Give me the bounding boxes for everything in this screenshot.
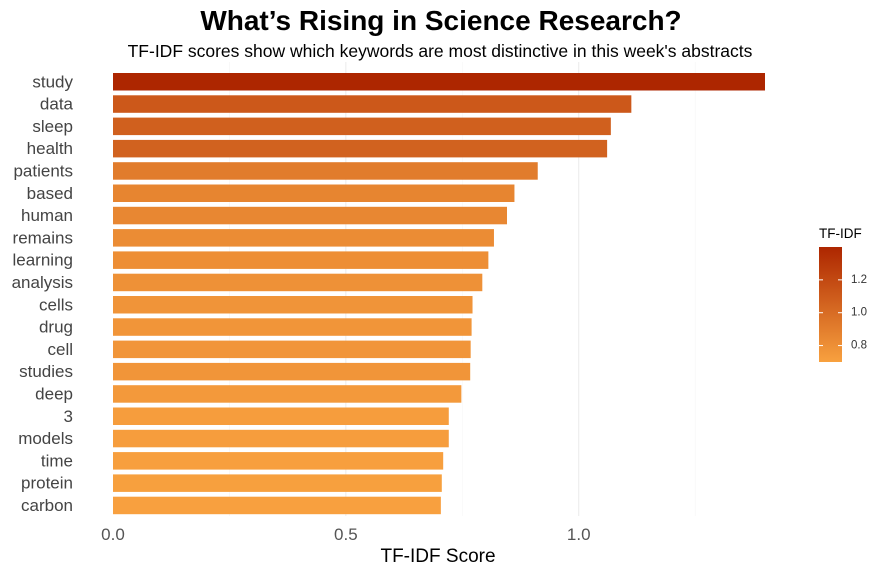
x-axis-title: TF-IDF Score [380,546,495,567]
bar-remains [113,229,494,247]
bar-3 [113,407,449,425]
category-label: carbon [21,496,73,515]
x-axis-ticks: 0.0 0.5 1.0 [101,525,590,544]
category-label: learning [13,251,74,270]
legend-tick-label: 1.0 [851,307,867,319]
category-label: deep [35,384,73,403]
bar-patients [113,162,538,180]
bar-analysis [113,273,483,292]
category-label: analysis [12,273,73,292]
category-label: study [32,72,73,91]
legend-tick-label: 1.2 [851,274,867,286]
bar-based [113,184,515,202]
category-label: models [18,429,73,448]
category-label: human [21,206,73,225]
category-label: cells [39,295,73,314]
category-labels: study data sleep health patients based human re… [12,72,74,515]
category-label: patients [13,161,73,180]
bar-studies [113,362,471,381]
legend-colorbar [819,247,842,362]
bar-protein [113,474,442,492]
category-label: health [27,139,73,158]
category-label: sleep [32,117,73,136]
category-label: time [41,451,73,470]
x-tick-label: 0.0 [101,525,125,544]
bar-drug [113,318,472,336]
category-label: studies [19,362,73,381]
category-label: drug [39,318,73,337]
bars [113,73,765,515]
bar-data [113,95,632,113]
category-label: protein [21,474,73,493]
x-tick-label: 1.0 [567,525,591,544]
bar-health [113,139,608,158]
category-label: based [27,184,73,203]
chart-subtitle: TF-IDF scores show which keywords are mo… [127,41,753,61]
legend-title: TF-IDF [819,226,862,241]
bar-models [113,429,449,448]
bar-carbon [113,496,441,515]
chart-title: What’s Rising in Science Research? [200,5,682,36]
bar-cell [113,340,471,359]
bar-learning [113,251,489,269]
bar-human [113,206,507,225]
bar-cells [113,296,473,314]
category-label: 3 [64,407,73,426]
bar-deep [113,385,462,403]
legend-tick-label: 0.8 [851,340,867,352]
category-label: remains [13,228,73,247]
bar-time [113,452,444,470]
legend-ticks: 0.8 1.0 1.2 [819,274,867,352]
bar-sleep [113,117,611,136]
bar-study [113,73,765,91]
legend: TF-IDF 0.8 1.0 1.2 [819,226,867,362]
category-label: cell [47,340,73,359]
x-tick-label: 0.5 [334,525,358,544]
category-label: data [40,95,74,114]
